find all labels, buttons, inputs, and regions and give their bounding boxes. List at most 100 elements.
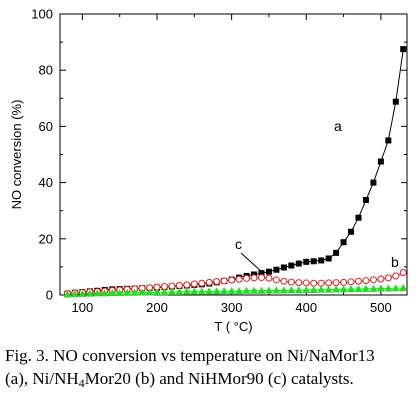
series-a-line [67,49,404,295]
series-c-point [220,287,229,295]
series-b-point [205,278,213,286]
series-b-point [183,281,191,289]
series-b-point [190,280,198,288]
series-c-point [235,287,244,295]
series-c-point [100,289,109,297]
caption-line-2-subscript: 4 [78,376,85,390]
series-b-point [317,279,325,287]
series-c-point [339,285,348,293]
series-c-point [361,284,370,292]
y-tick-label: 60 [39,119,53,134]
series-b-point [272,276,280,284]
series-a-point [377,158,384,165]
series-a-point [265,268,272,275]
series-c-point [272,286,281,294]
series-c-point [391,284,400,292]
series-c-point [78,289,87,297]
y-tick-label: 40 [39,175,53,190]
series-c-point [175,287,184,295]
figure-caption: Fig. 3. NO conversion vs temperature on … [5,344,419,390]
series-b-point [392,272,400,280]
series-b-point [347,278,355,286]
plot-frame [59,13,408,296]
series-b-point [332,279,340,287]
series-lines [67,49,404,295]
series-a-point [400,46,407,53]
series-b-point [362,277,370,285]
series-b-point [369,276,377,284]
series-c-point [369,284,378,292]
annotation-label-a: a [334,118,342,134]
series-c-line [67,287,404,295]
y-tick-label: 0 [46,288,53,303]
series-c-point [115,289,124,297]
series-c-point [70,290,79,298]
series-a-point [385,137,392,144]
series-b-point [310,279,318,287]
series-c-point [399,283,408,291]
x-axis-label: T ( °C) [214,319,252,334]
series-markers [63,46,408,298]
series-c-point [145,288,154,296]
series-c-point [250,286,259,294]
series-b-point [175,281,183,289]
axis-ticks: 100 200 300 400 500 0 20 40 60 80 100 [31,7,407,315]
series-c-point [302,285,311,293]
series-a-point [303,258,310,265]
series-b-point [399,269,407,277]
series-c-point [123,288,132,296]
series-b-line [67,272,404,295]
x-tick-label: 400 [295,300,317,315]
series-b-point [384,274,392,282]
series-b-point [250,274,258,282]
series-c-point [153,288,162,296]
series-c-point [108,289,117,297]
annotation-label-c: c [235,236,242,252]
series-b-point [295,279,303,287]
series-b-point [228,276,236,284]
series-c-point [376,284,385,292]
series-b-point [235,275,243,283]
x-tick-label: 300 [221,300,243,315]
series-a-point [310,258,317,265]
series-b-point [220,277,228,285]
series-c-point [167,287,176,295]
series-c-point [212,287,221,295]
series-c-point [294,286,303,294]
series-c-point [332,285,341,293]
series-b-point [265,274,273,282]
series-b-point [287,278,295,286]
series-c-point [85,289,94,297]
series-a-point [362,197,369,204]
series-c-point [317,285,326,293]
series-c-point [279,286,288,294]
series-c-point [160,288,169,296]
series-c-point [138,288,147,296]
series-b-point [354,277,362,285]
series-c-point [227,287,236,295]
series-b-point [243,274,251,282]
series-c-point [205,287,214,295]
series-a-point [295,260,302,267]
series-c-point [242,286,251,294]
series-b-point [280,277,288,285]
series-a-point [318,257,325,264]
x-tick-label: 100 [72,300,94,315]
series-b-point [340,278,348,286]
series-c-point [347,285,356,293]
series-c-point [384,284,393,292]
y-tick-label: 80 [39,63,53,78]
series-a-point [370,179,377,186]
y-tick-label: 20 [39,231,53,246]
series-c-point [182,287,191,295]
series-a-point [348,228,355,235]
series-c-point [287,286,296,294]
series-a-point [392,98,399,105]
caption-line-2-part-2: Mor20 (b) and NiHMor90 (c) catalysts. [84,369,354,388]
caption-line-1: Fig. 3. NO conversion vs temperature on … [5,346,375,365]
x-tick-label: 200 [146,300,168,315]
series-a-point [340,239,347,246]
series-c-point [324,285,333,293]
series-a-point [280,264,287,271]
